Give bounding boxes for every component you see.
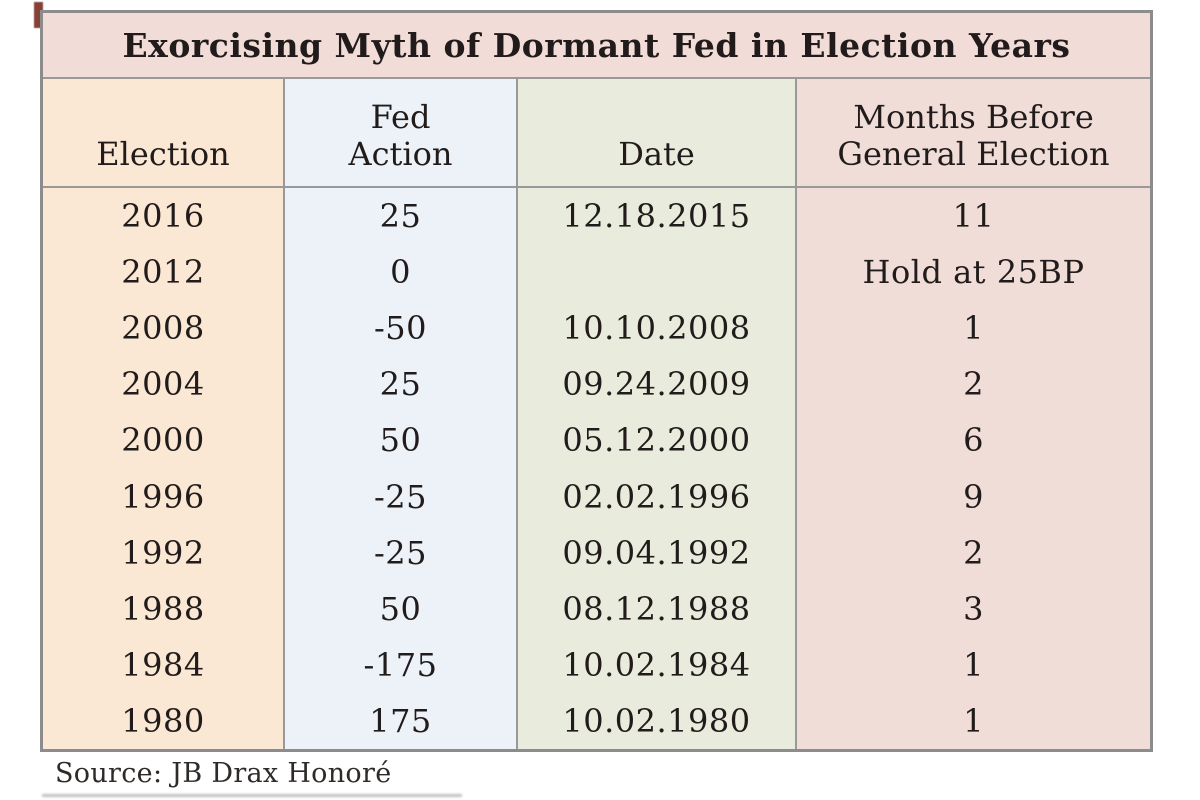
table-body: 2016 25 12.18.2015 11 2012 0 Hold at 25BP 2008-… — [43, 188, 1150, 749]
table-cell-election: 1988 — [43, 580, 283, 637]
table-cell-election: 2004 — [43, 356, 283, 413]
table-cell-election: 1980 — [43, 692, 283, 749]
table-cell-date: 12.18.2015 — [516, 188, 795, 245]
table-cell-months-before: 1 — [795, 300, 1150, 357]
table-cell-fed-action: -25 — [283, 524, 516, 581]
table-cell-date: 10.10.2008 — [516, 300, 795, 357]
table-cell-months-before: 1 — [795, 636, 1150, 693]
header-label-date: Date — [618, 135, 695, 174]
header-cell-election: Election — [43, 79, 283, 186]
table-cell-months-before: 6 — [795, 412, 1150, 469]
table-cell-fed-action: 25 — [283, 188, 516, 245]
table-cell-fed-action: 50 — [283, 412, 516, 469]
fed-election-table: Exorcising Myth of Dormant Fed in Electi… — [40, 10, 1153, 752]
header-label-months-before: Months Before General Election — [837, 97, 1110, 174]
table-cell-fed-action: 25 — [283, 356, 516, 413]
table-cell-date: 05.12.2000 — [516, 412, 795, 469]
table-cell-months-before: 3 — [795, 580, 1150, 637]
table-cell-months-before: 11 — [795, 188, 1150, 245]
table-cell-date: 09.04.1992 — [516, 524, 795, 581]
table-cell-months-before: Hold at 25BP — [795, 244, 1150, 301]
header-label-fed-action: Fed Action — [348, 97, 453, 174]
table-cell-date: 08.12.1988 — [516, 580, 795, 637]
table-cell-fed-action: -25 — [283, 468, 516, 525]
table-cell-fed-action: 50 — [283, 580, 516, 637]
table-cell-election: 2008 — [43, 300, 283, 357]
table-cell-fed-action: 175 — [283, 692, 516, 749]
header-cell-fed-action: Fed Action — [283, 79, 516, 186]
table-cell-election: 1992 — [43, 524, 283, 581]
bottom-partial-line — [42, 794, 462, 797]
table-cell-date: 10.02.1980 — [516, 692, 795, 749]
table-cell-date: 02.02.1996 — [516, 468, 795, 525]
table-cell-election: 2000 — [43, 412, 283, 469]
table-cell-date: 09.24.2009 — [516, 356, 795, 413]
table-cell-election: 1996 — [43, 468, 283, 525]
table-cell-election: 2012 — [43, 244, 283, 301]
table-cell-date — [516, 244, 795, 301]
table-cell-fed-action: -50 — [283, 300, 516, 357]
header-cell-months-before: Months Before General Election — [795, 79, 1150, 186]
header-label-election: Election — [96, 135, 230, 174]
table-cell-date: 10.02.1984 — [516, 636, 795, 693]
table-cell-election: 1984 — [43, 636, 283, 693]
source-note: Source: JB Drax Honoré — [55, 758, 392, 789]
table-cell-months-before: 2 — [795, 524, 1150, 581]
table-cell-election: 2016 — [43, 188, 283, 245]
table-cell-months-before: 1 — [795, 692, 1150, 749]
table-cell-months-before: 9 — [795, 468, 1150, 525]
table-header-row: Election Fed Action Date Months Before G… — [43, 79, 1150, 188]
table-cell-fed-action: -175 — [283, 636, 516, 693]
header-cell-date: Date — [516, 79, 795, 186]
table-cell-months-before: 2 — [795, 356, 1150, 413]
table-cell-fed-action: 0 — [283, 244, 516, 301]
table-title: Exorcising Myth of Dormant Fed in Electi… — [43, 13, 1150, 79]
red-corner-mark — [34, 2, 43, 28]
